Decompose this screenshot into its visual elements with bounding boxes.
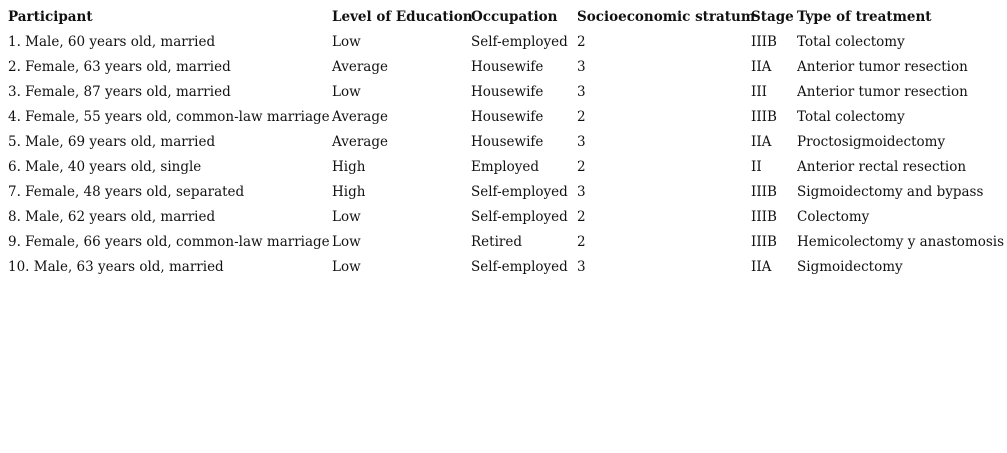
occupation-cell: Housewife [471,59,544,75]
education-cell: Low [332,259,361,275]
stratum-cell: 3 [577,84,586,100]
treatment-cell: Total colectomy [797,109,905,125]
column-header: Level of Education [332,9,473,25]
stage-cell: III [751,84,767,100]
occupation-cell: Housewife [471,84,544,100]
participant-cell: 3. Female, 87 years old, married [8,84,231,100]
participant-cell: 1. Male, 60 years old, married [8,34,216,50]
education-cell: Low [332,234,361,250]
treatment-cell: Total colectomy [797,34,905,50]
occupation-cell: Employed [471,159,540,175]
participant-cell: 4. Female, 55 years old, common-law marr… [8,109,330,125]
occupation-cell: Housewife [471,134,544,150]
column-header: Type of treatment [797,9,932,25]
column-header: Stage [751,9,794,25]
participant-cell: 7. Female, 48 years old, separated [8,184,245,200]
stratum-cell: 2 [577,34,586,50]
stratum-cell: 3 [577,259,586,275]
column-header: Occupation [471,9,558,25]
stage-cell: IIA [751,134,772,150]
stage-cell: IIIB [751,184,777,200]
education-cell: High [332,184,366,200]
occupation-cell: Self-employed [471,184,568,200]
stage-cell: IIIB [751,34,777,50]
stage-cell: IIIB [751,209,777,225]
occupation-cell: Self-employed [471,259,568,275]
treatment-cell: Anterior tumor resection [797,84,968,100]
participant-cell: 6. Male, 40 years old, single [8,159,202,175]
participant-cell: 5. Male, 69 years old, married [8,134,216,150]
occupation-cell: Housewife [471,109,544,125]
education-cell: Average [332,59,388,75]
treatment-cell: Sigmoidectomy and bypass [797,184,984,200]
treatment-cell: Sigmoidectomy [797,259,903,275]
stratum-cell: 3 [577,184,586,200]
education-cell: Average [332,109,388,125]
education-cell: Average [332,134,388,150]
treatment-cell: Hemicolectomy y anastomosis [797,234,1005,250]
education-cell: Low [332,84,361,100]
stratum-cell: 2 [577,159,586,175]
stratum-cell: 3 [577,134,586,150]
occupation-cell: Retired [471,234,522,250]
stage-cell: II [751,159,762,175]
education-cell: High [332,159,366,175]
column-header: Socioeconomic stratum [577,9,756,25]
treatment-cell: Anterior tumor resection [797,59,968,75]
stage-cell: IIA [751,259,772,275]
occupation-cell: Self-employed [471,209,568,225]
stage-cell: IIA [751,59,772,75]
treatment-cell: Colectomy [797,209,870,225]
education-cell: Low [332,209,361,225]
participant-cell: 2. Female, 63 years old, married [8,59,231,75]
treatment-cell: Anterior rectal resection [797,159,967,175]
stratum-cell: 2 [577,234,586,250]
occupation-cell: Self-employed [471,34,568,50]
stage-cell: IIIB [751,234,777,250]
participant-cell: 9. Female, 66 years old, common-law marr… [8,234,330,250]
participant-cell: 8. Male, 62 years old, married [8,209,216,225]
stratum-cell: 2 [577,209,586,225]
stratum-cell: 3 [577,59,586,75]
stratum-cell: 2 [577,109,586,125]
column-header: Participant [8,9,93,25]
education-cell: Low [332,34,361,50]
stage-cell: IIIB [751,109,777,125]
treatment-cell: Proctosigmoidectomy [797,134,946,150]
participant-cell: 10. Male, 63 years old, married [8,259,224,275]
